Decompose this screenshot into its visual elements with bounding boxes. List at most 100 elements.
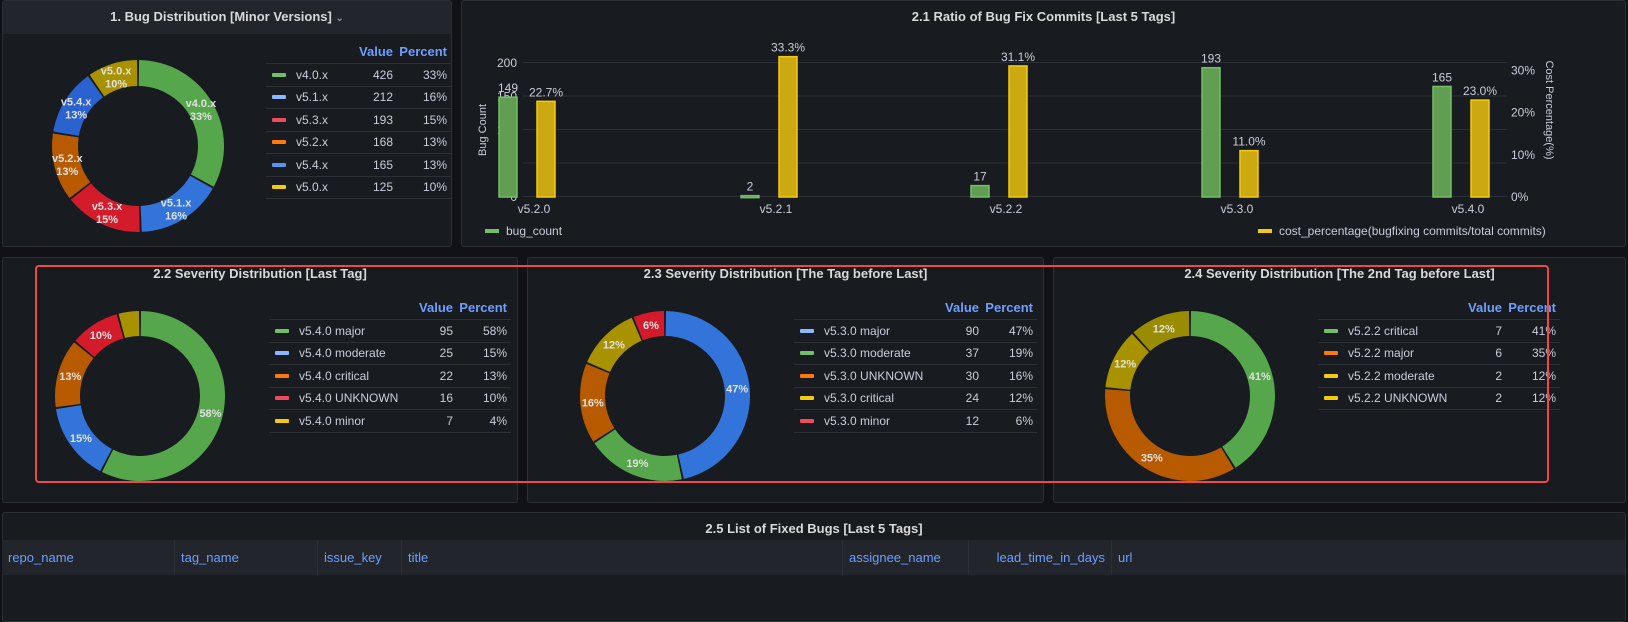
- bar-data-label: 17: [973, 170, 987, 184]
- series-name: v5.0.x: [296, 180, 329, 195]
- legend-cost-percentage[interactable]: cost_percentage(bugfixing commits/total …: [1279, 224, 1546, 238]
- series-value: 95: [439, 323, 453, 338]
- legend-row[interactable]: v5.3.0 UNKNOWN 30 16%: [794, 365, 1037, 388]
- donut-slice[interactable]: [56, 405, 112, 472]
- bar-bug-count[interactable]: [970, 184, 990, 198]
- donut-chart: 47% 19% 16% 12% 6%: [580, 311, 750, 481]
- series-color-swatch: [800, 373, 814, 378]
- percent-header[interactable]: Percent: [1508, 300, 1556, 315]
- legend-row[interactable]: v5.4.0 critical 22 13%: [269, 365, 511, 388]
- legend-row[interactable]: v5.3.0 minor 12 6%: [794, 410, 1037, 433]
- legend-row[interactable]: v5.3.0 moderate 37 19%: [794, 343, 1037, 365]
- column-header-url[interactable]: url: [1112, 540, 1626, 575]
- legend-row[interactable]: v5.4.0 major 95 58%: [269, 320, 511, 343]
- legend-row[interactable]: v5.2.x 168 13%: [266, 132, 451, 154]
- percent-header[interactable]: Percent: [985, 300, 1033, 315]
- legend-row[interactable]: v5.2.2 UNKNOWN 2 12%: [1318, 388, 1560, 410]
- bar-bug-count[interactable]: [740, 194, 760, 199]
- legend-row[interactable]: v5.2.2 critical 7 41%: [1318, 320, 1560, 343]
- column-header-issue-key[interactable]: issue_key: [318, 540, 402, 575]
- slice-label: v5.3.x: [92, 201, 123, 213]
- legend-row[interactable]: v5.2.2 moderate 2 12%: [1318, 365, 1560, 388]
- donut-slice[interactable]: [1105, 389, 1234, 481]
- column-header-title[interactable]: title: [402, 540, 843, 575]
- series-color-swatch: [272, 95, 286, 100]
- donut-slice[interactable]: [1105, 333, 1150, 390]
- legend-row[interactable]: v5.3.x 193 15%: [266, 109, 451, 132]
- donut-slice[interactable]: [633, 311, 665, 341]
- series-name: v5.4.0 critical: [299, 368, 370, 383]
- donut-slice[interactable]: [118, 311, 140, 338]
- legend-swatch: [1258, 229, 1272, 233]
- donut-slice[interactable]: [140, 175, 213, 232]
- legend-row[interactable]: v5.4.x 165 13%: [266, 154, 451, 177]
- series-percent: 12%: [1531, 368, 1556, 383]
- slice-percent: 35%: [1141, 453, 1163, 465]
- series-value: 22: [439, 368, 453, 383]
- bar-bug-count[interactable]: [498, 96, 518, 198]
- value-header[interactable]: Value: [1468, 300, 1502, 315]
- column-header-repo-name[interactable]: repo_name: [2, 540, 175, 575]
- legend-row[interactable]: v5.4.0 minor 7 4%: [269, 410, 511, 433]
- panel-title[interactable]: 1. Bug Distribution [Minor Versions] ⌄: [3, 9, 451, 24]
- panel-title[interactable]: 2.1 Ratio of Bug Fix Commits [Last 5 Tag…: [911, 9, 1176, 24]
- bar-data-label: 165: [1432, 70, 1452, 84]
- panel-title[interactable]: 2.2 Severity Distribution [Last Tag]: [153, 266, 367, 281]
- donut-slice[interactable]: [1133, 311, 1190, 352]
- panel-header[interactable]: [3, 1, 451, 34]
- slice-percent: 47%: [726, 383, 748, 395]
- legend-row[interactable]: v5.3.0 critical 24 12%: [794, 388, 1037, 410]
- legend-row[interactable]: v5.2.2 major 6 35%: [1318, 343, 1560, 365]
- legend-row[interactable]: v5.0.x 125 10%: [266, 177, 451, 199]
- legend-row[interactable]: v5.1.x 212 16%: [266, 87, 451, 109]
- legend-header: Value Percent: [266, 40, 451, 64]
- panel-title[interactable]: 2.4 Severity Distribution [The 2nd Tag b…: [1184, 266, 1495, 281]
- legend-row[interactable]: v4.0.x 426 33%: [266, 64, 451, 87]
- slice-percent: 58%: [199, 408, 221, 420]
- donut-slice[interactable]: [75, 314, 124, 358]
- bar-cost-percentage[interactable]: [778, 55, 798, 198]
- slice-percent: 16%: [165, 210, 187, 222]
- bar-cost-percentage[interactable]: [536, 100, 556, 198]
- legend-row[interactable]: v5.4.0 UNKNOWN 16 10%: [269, 388, 511, 410]
- column-header-lead-time-in-days[interactable]: lead_time_in_days: [969, 540, 1112, 575]
- donut-slice[interactable]: [594, 429, 682, 481]
- donut-slice[interactable]: [1190, 311, 1275, 468]
- x-tick-label: v5.2.2: [990, 202, 1023, 216]
- bar-cost-percentage[interactable]: [1239, 149, 1259, 198]
- donut-slice[interactable]: [587, 317, 642, 373]
- bar-cost-percentage[interactable]: [1008, 65, 1028, 198]
- column-header-assignee-name[interactable]: assignee_name: [843, 540, 969, 575]
- donut-slice[interactable]: [138, 60, 224, 187]
- legend-row[interactable]: v5.4.0 moderate 25 15%: [269, 343, 511, 365]
- slice-percent: 15%: [70, 433, 92, 445]
- value-header[interactable]: Value: [359, 44, 393, 59]
- column-header-tag-name[interactable]: tag_name: [175, 540, 318, 575]
- donut-slice[interactable]: [52, 133, 91, 199]
- donut-slice[interactable]: [53, 76, 104, 136]
- panel-title[interactable]: 2.5 List of Fixed Bugs [Last 5 Tags]: [705, 521, 923, 536]
- series-percent: 12%: [1531, 391, 1556, 406]
- bar-bug-count[interactable]: [1201, 66, 1221, 198]
- bar-cost-percentage[interactable]: [1470, 99, 1490, 198]
- percent-header[interactable]: Percent: [459, 300, 507, 315]
- legend-bug-count[interactable]: bug_count: [506, 224, 563, 238]
- value-header[interactable]: Value: [419, 300, 453, 315]
- left-axis-label: Bug Count: [477, 104, 489, 156]
- chevron-down-icon[interactable]: ⌄: [335, 13, 344, 24]
- donut-slice[interactable]: [70, 183, 140, 232]
- donut-slice[interactable]: [89, 60, 138, 97]
- series-name: v5.3.0 critical: [824, 391, 895, 406]
- series-percent: 41%: [1531, 323, 1556, 338]
- percent-header[interactable]: Percent: [399, 44, 447, 59]
- value-header[interactable]: Value: [945, 300, 979, 315]
- donut-slice[interactable]: [580, 363, 615, 442]
- donut-slice[interactable]: [101, 311, 225, 481]
- series-percent: 10%: [422, 180, 447, 195]
- donut-slice[interactable]: [54, 342, 94, 408]
- panel-title[interactable]: 2.3 Severity Distribution [The Tag befor…: [643, 266, 928, 281]
- legend-row[interactable]: v5.3.0 major 90 47%: [794, 320, 1037, 343]
- donut-slice[interactable]: [665, 311, 750, 479]
- bar-bug-count[interactable]: [1432, 85, 1452, 198]
